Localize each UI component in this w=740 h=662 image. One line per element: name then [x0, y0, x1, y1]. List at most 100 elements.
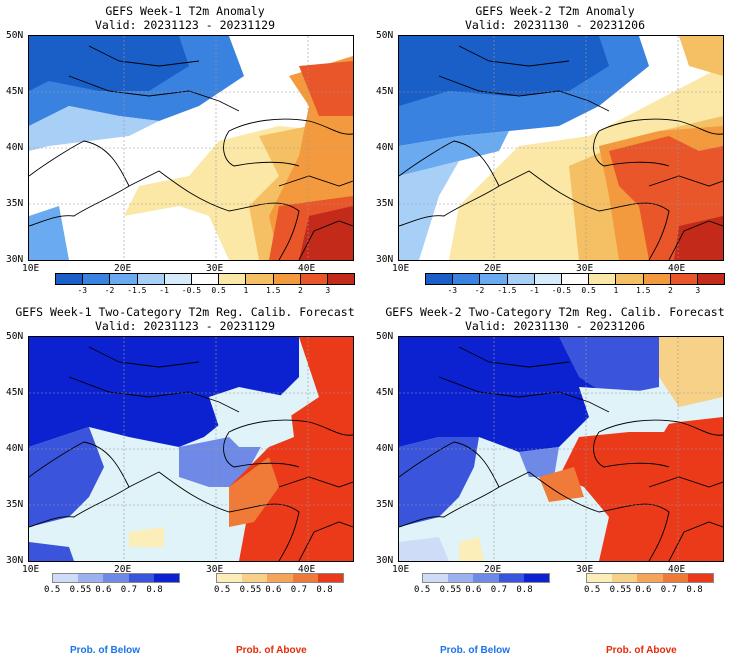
colorbar-swatch	[423, 574, 449, 582]
colorbar-tick-label: -2	[104, 286, 115, 295]
colorbar-tick-label: -0.5	[181, 286, 202, 295]
lat-label: 35N	[376, 198, 394, 209]
colorbar-tick-label: 0.5	[584, 585, 601, 595]
colorbar-tick-label: 3	[695, 286, 701, 295]
probability-map-week1	[28, 336, 354, 562]
colorbar-swatch	[273, 274, 301, 284]
colorbar-tick-label: 0.5	[414, 585, 431, 595]
colorbar-swatch	[643, 274, 671, 284]
lon-label: 30E	[576, 263, 594, 274]
lon-label: 40E	[298, 263, 316, 274]
colorbar-swatch	[480, 274, 508, 284]
colorbar-swatch	[110, 274, 138, 284]
colorbar-swatch	[137, 274, 165, 284]
colorbar-swatch	[217, 574, 243, 582]
panel-valid-dates: Valid: 20231130 - 20231206	[464, 18, 645, 32]
colorbar-swatch	[78, 574, 104, 582]
colorbar-tick-label: -1.5	[497, 286, 517, 295]
panel-title: GEFS Week-2 Two-Category T2m Reg. Calib.…	[385, 305, 725, 319]
colorbar-swatch	[507, 274, 535, 284]
lon-label: 10E	[22, 564, 40, 575]
colorbar-tick-label: -1	[529, 286, 539, 295]
colorbar-tick-label: -3	[447, 286, 458, 295]
colorbar-swatch	[317, 574, 344, 582]
panel-title: GEFS Week-1 Two-Category T2m Reg. Calib.…	[15, 305, 355, 319]
colorbar-swatch	[453, 274, 481, 284]
colorbar-swatch	[56, 274, 84, 284]
anomaly-map-week2	[398, 35, 724, 261]
colorbar-tick-label: 0.6	[265, 585, 282, 595]
colorbar-swatch	[300, 274, 328, 284]
colorbar-tick-label: 0.7	[120, 585, 138, 595]
lat-label: 30N	[6, 555, 24, 566]
lon-label: 20E	[484, 263, 502, 274]
colorbar-tick-label: 0.5	[214, 585, 231, 595]
colorbar-tick-label: 0.5	[211, 286, 226, 295]
colorbar-swatch	[128, 574, 154, 582]
lon-label: 20E	[114, 263, 132, 274]
lon-label: 10E	[22, 263, 40, 274]
colorbar-swatch	[662, 574, 688, 582]
prob-above-ticks: 0.5 0.55 0.6 0.7 0.8	[210, 585, 350, 597]
lat-label: 50N	[376, 331, 394, 342]
anomaly-map-week1	[28, 35, 354, 261]
colorbar-tick-label: 2	[668, 286, 673, 295]
lon-label: 20E	[114, 564, 132, 575]
panel-week1-anomaly: GEFS Week-1 T2m Anomaly Valid: 20231123 …	[0, 0, 370, 300]
lat-label: 40N	[6, 142, 24, 153]
lat-label: 35N	[6, 499, 24, 510]
prob-below-ticks: 0.5 0.55 0.6 0.7 0.8	[410, 585, 550, 597]
colorbar-swatch	[616, 274, 644, 284]
lon-label: 10E	[392, 564, 410, 575]
colorbar-tick-label: 0.7	[290, 585, 308, 595]
colorbar-tick-label: 1.5	[635, 286, 651, 295]
colorbar-tick-label: -1	[159, 286, 169, 295]
colorbar-swatch	[523, 574, 550, 582]
colorbar-tick-label: 0.8	[516, 585, 533, 595]
colorbar-tick-label: 0.8	[686, 585, 703, 595]
prob-below-colorbar	[52, 573, 180, 583]
colorbar-tick-label: 2	[298, 286, 303, 295]
colorbar-tick-label: 0.55	[239, 585, 262, 595]
prob-above-colorbar	[216, 573, 344, 583]
panel-title: GEFS Week-2 T2m Anomaly	[475, 4, 635, 18]
colorbar-tick-label: 0.5	[581, 286, 596, 295]
lat-label: 40N	[376, 142, 394, 153]
lat-label: 30N	[6, 254, 24, 265]
colorbar-swatch	[103, 574, 129, 582]
panel-valid-dates: Valid: 20231130 - 20231206	[464, 319, 645, 333]
lat-label: 50N	[6, 331, 24, 342]
colorbar-swatch	[498, 574, 524, 582]
colorbar-tick-label: 3	[325, 286, 331, 295]
colorbar-tick-label: 0.5	[44, 585, 61, 595]
lat-label: 35N	[376, 499, 394, 510]
colorbar-tick-label: 0.55	[439, 585, 462, 595]
prob-below-ticks: 0.5 0.55 0.6 0.7 0.8	[40, 585, 180, 597]
colorbar-tick-label: 0.55	[609, 585, 632, 595]
anomaly-colorbar	[55, 273, 355, 285]
colorbar-tick-label: 1	[613, 286, 619, 295]
colorbar-swatch	[697, 274, 725, 284]
colorbar-swatch	[242, 574, 268, 582]
lat-label: 45N	[6, 387, 24, 398]
prob-below-colorbar	[422, 573, 550, 583]
colorbar-swatch	[587, 574, 613, 582]
colorbar-tick-label: 1.5	[265, 286, 281, 295]
panel-week2-probability: GEFS Week-2 Two-Category T2m Reg. Calib.…	[370, 300, 740, 600]
probability-map-week2	[398, 336, 724, 562]
lat-label: 40N	[6, 443, 24, 454]
anomaly-colorbar	[425, 273, 725, 285]
colorbar-swatch	[534, 274, 562, 284]
lon-label: 10E	[392, 263, 410, 274]
colorbar-swatch	[191, 274, 220, 284]
colorbar-swatch	[448, 574, 474, 582]
colorbar-swatch	[246, 274, 274, 284]
lon-label: 40E	[668, 564, 686, 575]
colorbar-tick-label: -2	[474, 286, 485, 295]
colorbar-swatch	[561, 274, 590, 284]
prob-above-label: Prob. of Above	[606, 645, 677, 656]
colorbar-tick-label: 0.7	[660, 585, 678, 595]
colorbar-swatch	[473, 574, 499, 582]
colorbar-tick-label: 0.8	[316, 585, 333, 595]
prob-below-label: Prob. of Below	[70, 645, 140, 656]
